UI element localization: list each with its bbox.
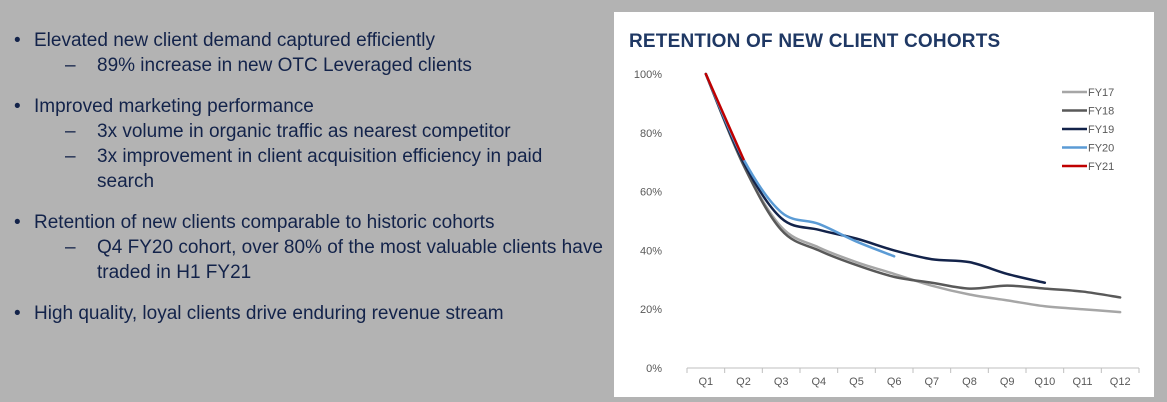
y-tick-label: 80% (640, 128, 662, 140)
x-tick-label: Q9 (1000, 376, 1015, 388)
series-line-fy21 (704, 72, 745, 161)
y-tick-label: 20% (640, 304, 662, 316)
x-tick-label: Q1 (698, 376, 713, 388)
sub-bullet-list: 89% increase in new OTC Leveraged client… (34, 53, 604, 78)
legend-label: FY21 (1088, 161, 1114, 173)
bullet-text: Elevated new client demand captured effi… (34, 30, 436, 51)
retention-chart: 0% 20% 40% 60% 80% 100% Q1 Q2 Q3 Q4 Q5 Q6 Q7 Q8 Q9 Q10 Q… (634, 69, 1140, 388)
x-tick-label: Q12 (1110, 376, 1131, 388)
sub-bullet-list: Q4 FY20 cohort, over 80% of the most val… (34, 235, 604, 285)
x-tick-label: Q10 (1034, 376, 1055, 388)
x-tick-label: Q5 (849, 376, 864, 388)
x-tick-label: Q2 (736, 376, 751, 388)
chart-panel: RETENTION OF NEW CLIENT COHORTS 0% 20% 40%… (614, 12, 1154, 397)
chart-title: RETENTION OF NEW CLIENT COHORTS (629, 31, 1001, 52)
bullet-item: Elevated new client demand captured effi… (14, 28, 604, 78)
x-tick-label: Q3 (774, 376, 789, 388)
bullet-item: Retention of new clients comparable to h… (14, 210, 604, 285)
sub-bullet-item: 3x improvement in client acquisition eff… (65, 144, 604, 194)
bullet-item: High quality, loyal clients drive enduri… (14, 301, 604, 326)
series-line-fy17 (704, 72, 1122, 314)
legend-label: FY17 (1088, 87, 1114, 99)
y-tick-label: 0% (646, 363, 662, 375)
x-tick-label: Q6 (887, 376, 902, 388)
y-tick-label: 60% (640, 187, 662, 199)
legend-label: FY20 (1088, 143, 1114, 155)
sub-bullet-item: Q4 FY20 cohort, over 80% of the most val… (65, 235, 604, 285)
bullet-list: Elevated new client demand captured effi… (14, 28, 604, 342)
bullet-text: Retention of new clients comparable to h… (34, 212, 495, 233)
sub-bullet-item: 89% increase in new OTC Leveraged client… (65, 53, 604, 78)
bullet-text: High quality, loyal clients drive enduri… (34, 303, 504, 324)
x-tick-label: Q7 (924, 376, 939, 388)
series-line-fy19 (704, 72, 1047, 284)
bullet-items: Elevated new client demand captured effi… (14, 28, 604, 326)
legend-label: FY18 (1088, 106, 1114, 118)
bullet-item: Improved marketing performance3x volume … (14, 94, 604, 194)
series-line-fy20 (704, 72, 896, 258)
bullet-text: Improved marketing performance (34, 96, 314, 117)
sub-bullet-item: 3x volume in organic traffic as nearest … (65, 119, 604, 144)
legend-label: FY19 (1088, 124, 1114, 136)
y-tick-label: 40% (640, 245, 662, 257)
y-tick-label: 100% (634, 69, 662, 81)
x-tick-label: Q8 (962, 376, 977, 388)
x-tick-label: Q11 (1073, 376, 1093, 388)
sub-bullet-list: 3x volume in organic traffic as nearest … (34, 119, 604, 194)
x-tick-label: Q4 (811, 376, 826, 388)
series-line-fy18 (704, 72, 1122, 299)
